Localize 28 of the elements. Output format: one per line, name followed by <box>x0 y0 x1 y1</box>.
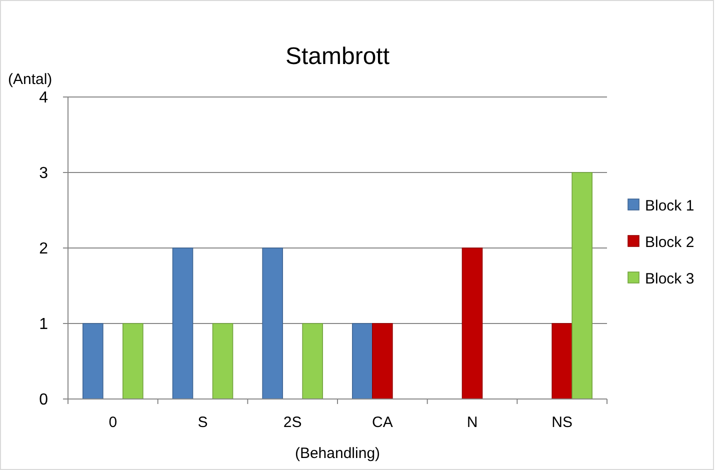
y-axis-title: (Antal) <box>8 71 52 88</box>
x-tick-label: CA <box>372 414 393 431</box>
legend-label: Block 2 <box>645 234 694 251</box>
legend-label: Block 1 <box>645 197 694 214</box>
x-tick-label: 2S <box>283 414 302 431</box>
x-axis-title: (Behandling) <box>294 445 380 462</box>
bar <box>82 323 104 400</box>
y-tick-label: 0 <box>39 392 48 409</box>
y-tick-label: 4 <box>39 90 48 107</box>
y-tick-label: 2 <box>39 240 48 258</box>
y-tick-label: 3 <box>39 165 48 182</box>
y-tick-label: 1 <box>39 316 48 334</box>
bar <box>552 323 572 400</box>
x-tick-label: NS <box>552 414 573 431</box>
bar <box>212 323 234 400</box>
bar <box>352 323 373 400</box>
bar <box>462 248 483 400</box>
bar <box>262 248 283 400</box>
x-tick-label: 0 <box>108 414 118 431</box>
chart-title: Stambrott <box>285 43 390 70</box>
bar <box>172 248 194 400</box>
bar <box>372 323 393 400</box>
bar <box>572 172 592 400</box>
legend-label: Block 3 <box>645 270 694 288</box>
bar <box>302 323 323 400</box>
x-tick-label: S <box>198 414 208 431</box>
bar <box>122 323 144 400</box>
x-tick-label: N <box>466 414 478 431</box>
